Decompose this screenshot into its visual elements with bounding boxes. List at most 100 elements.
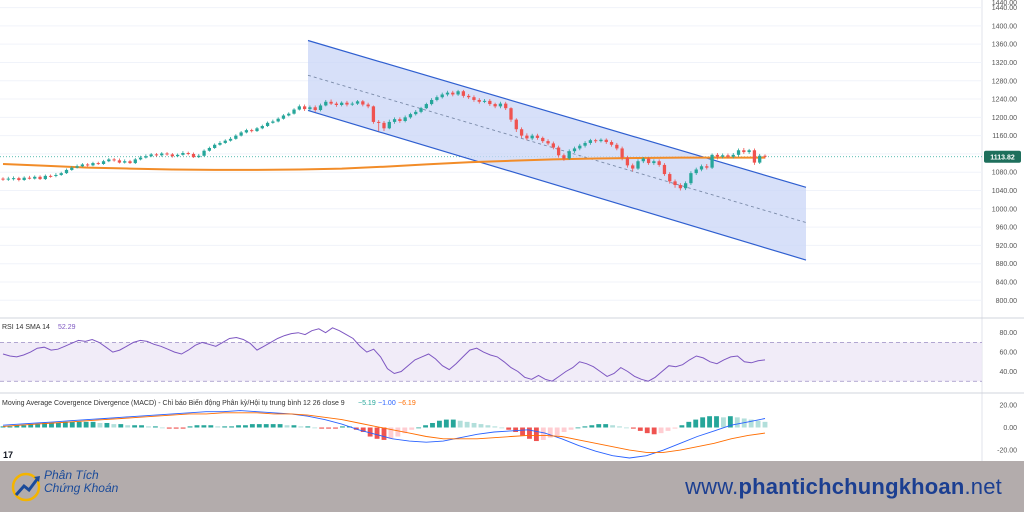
candle-body <box>620 148 624 158</box>
macd-histogram-bar <box>326 427 332 429</box>
candle-body <box>371 106 376 122</box>
macd-histogram-bar <box>76 421 82 428</box>
candle-body <box>636 161 640 169</box>
candle-body <box>350 103 354 105</box>
candle-body <box>181 153 185 155</box>
candle-body <box>38 176 42 180</box>
candle-body <box>107 159 111 162</box>
rsi-title: RSI 14 SMA 14 <box>2 324 50 331</box>
macd-histogram-bar <box>166 427 172 429</box>
candle-body <box>567 151 571 159</box>
candle-body <box>218 142 222 145</box>
channel-lower-line <box>307 109 807 261</box>
candle-body <box>398 119 402 121</box>
candle-body <box>186 153 190 155</box>
macd-histogram-bar <box>104 422 110 428</box>
candle-body <box>377 121 381 123</box>
macd-histogram-bar <box>97 422 103 428</box>
candle-body <box>70 167 74 170</box>
macd-histogram-bar <box>194 425 200 428</box>
macd-tick-label: 20.00 <box>999 402 1017 409</box>
candle-body <box>673 181 677 186</box>
last-price-label: 1113.82 <box>990 154 1015 161</box>
candle-body <box>80 164 85 167</box>
price-tick-label: 1360.00 <box>992 42 1017 49</box>
macd-histogram-bar <box>568 427 574 430</box>
macd-histogram-bar <box>755 420 761 428</box>
macd-histogram-bar <box>450 419 456 428</box>
macd-histogram-bar <box>630 427 636 429</box>
candle-body <box>583 142 587 146</box>
candle-body <box>546 141 550 144</box>
ma-line <box>2 156 765 171</box>
macd-histogram-bar <box>430 422 435 428</box>
candle-body <box>281 115 286 119</box>
macd-histogram-bar <box>471 422 477 428</box>
macd-histogram-bar <box>679 425 685 428</box>
candle-body <box>27 177 32 179</box>
price-tick-label: 840.00 <box>996 279 1018 286</box>
candle-body <box>287 113 291 116</box>
macd-histogram-bar <box>21 425 27 428</box>
candle-body <box>255 128 259 132</box>
candle-body <box>64 169 69 174</box>
macd-histogram-bar <box>714 416 719 428</box>
moving-average-line <box>2 156 765 171</box>
candle-body <box>48 175 53 177</box>
candle-body <box>213 144 217 148</box>
candle-body <box>366 104 370 107</box>
price-tick-label: 800.00 <box>996 298 1018 305</box>
macd-histogram-bar <box>457 420 463 428</box>
candle-body <box>763 155 767 157</box>
price-tick-label: 1320.00 <box>992 60 1017 67</box>
candle-body <box>101 161 106 164</box>
macd-value-3: −6.19 <box>398 400 416 407</box>
candle-body <box>694 169 698 174</box>
macd-title: Moving Average Covergence Divergence (MA… <box>2 398 345 407</box>
macd-histogram-bar <box>298 426 304 428</box>
candle-body <box>721 155 725 157</box>
candle-body <box>382 122 386 129</box>
candle-body <box>530 135 534 139</box>
candle-body <box>646 158 651 164</box>
candle-body <box>657 161 661 165</box>
candle-body <box>594 140 598 142</box>
macd-histogram-bar <box>499 427 505 429</box>
macd-histogram-bar <box>561 427 567 433</box>
brand-line-2: Chứng Khoán <box>44 481 119 495</box>
candle-body <box>541 137 545 142</box>
macd-histogram-bar <box>256 424 262 428</box>
price-tick-label: 1400.00 <box>992 23 1017 30</box>
price-tick-label: 920.00 <box>996 243 1018 250</box>
candle-body <box>154 154 159 156</box>
candle-body <box>467 95 471 98</box>
price-tick-label: 880.00 <box>996 261 1018 268</box>
last-price-badge <box>984 150 1021 163</box>
candle-body <box>631 165 635 169</box>
candle-body <box>641 158 645 162</box>
candle-body <box>424 104 428 109</box>
candle-body <box>318 105 323 111</box>
candle-body <box>726 155 730 157</box>
chart-logo-icon <box>11 472 41 502</box>
macd-histogram-bar <box>118 424 124 428</box>
macd-histogram-bar <box>727 416 733 428</box>
candle-body <box>588 140 593 143</box>
macd-histogram-bar <box>132 425 138 428</box>
macd-histogram-bar <box>35 424 41 428</box>
brand-line-1: Phân Tích <box>44 468 99 482</box>
candle-body <box>414 111 418 115</box>
macd-histogram-bar <box>721 417 726 428</box>
candle-body <box>355 101 360 104</box>
candle-body <box>514 119 518 130</box>
candle-body <box>313 107 317 111</box>
candle-body <box>705 166 709 168</box>
macd-histogram-bar <box>152 426 158 428</box>
macd-histogram-bar <box>236 425 241 428</box>
macd-histogram-bar <box>367 427 373 437</box>
candle-body <box>234 135 238 139</box>
website-link[interactable]: www.phantichchungkhoan.net <box>685 474 1002 500</box>
grid-lines <box>0 0 1024 461</box>
macd-histogram-bar <box>547 427 553 438</box>
macd-histogram-bar <box>603 424 609 428</box>
